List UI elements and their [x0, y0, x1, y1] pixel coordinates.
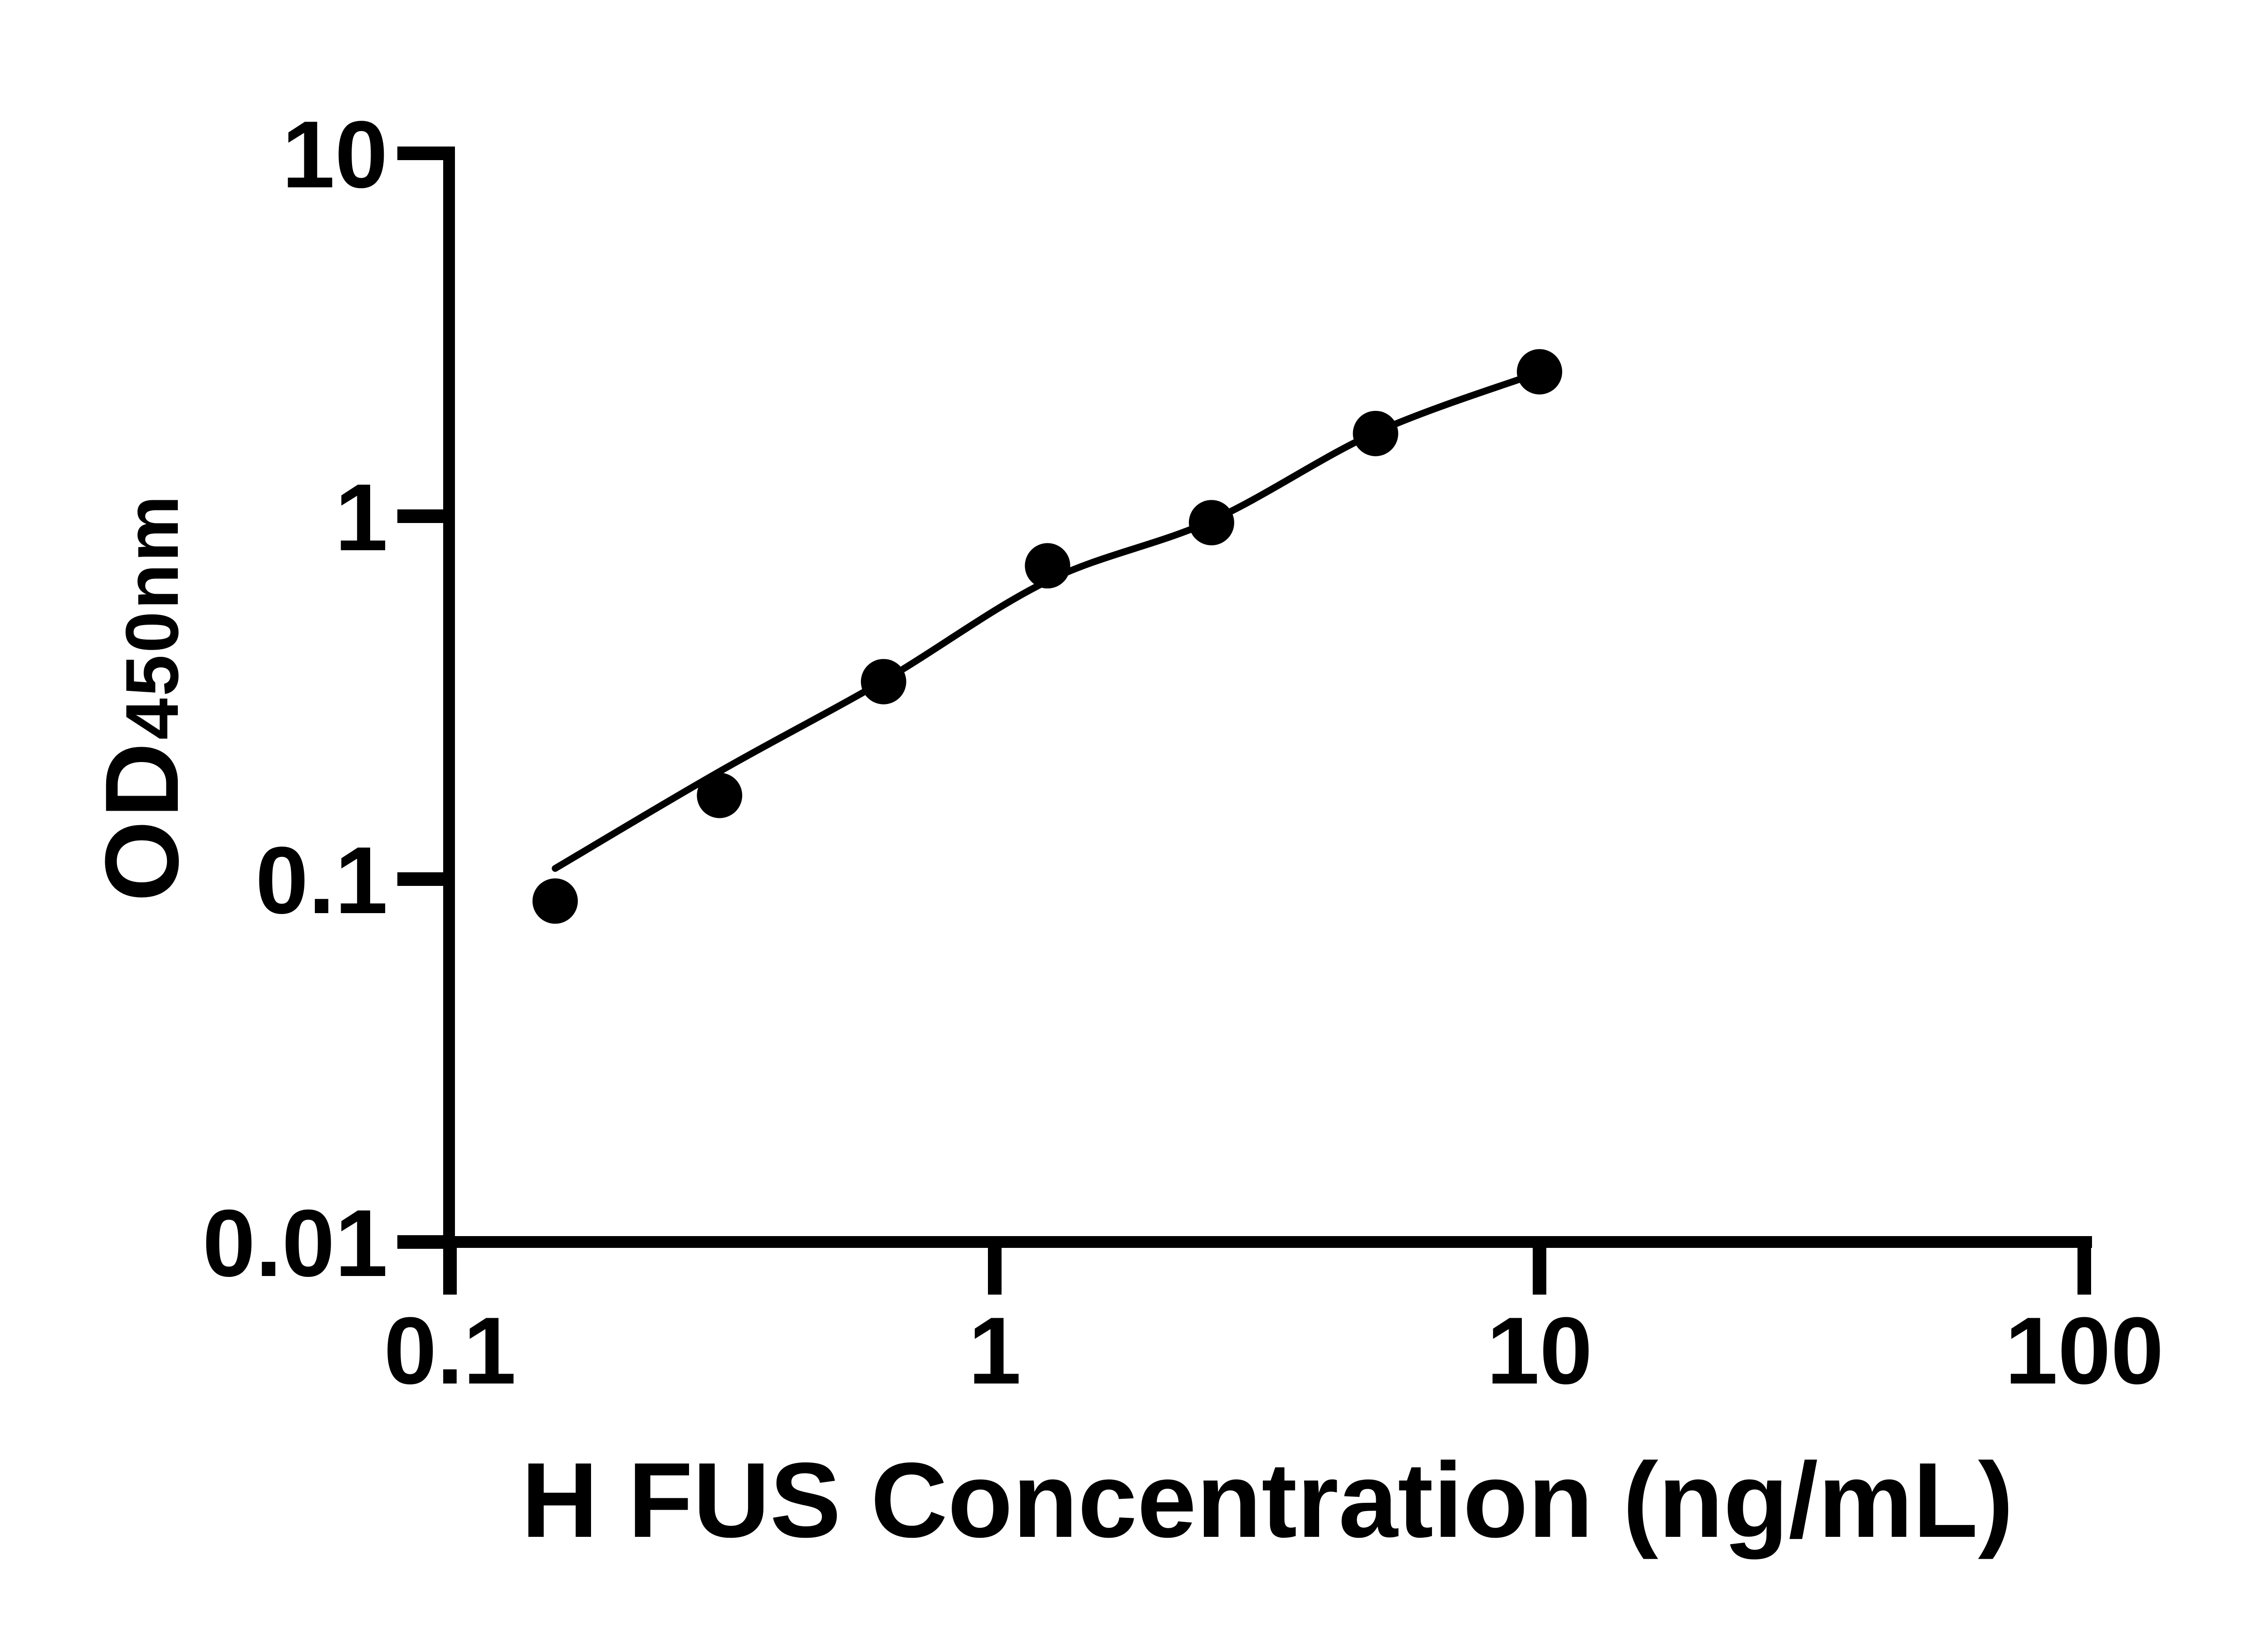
y-tick-label: 10: [282, 101, 388, 208]
x-axis-title: H FUS Concentration (ng/mL): [521, 1440, 2014, 1560]
data-point: [1517, 349, 1562, 395]
data-point: [532, 878, 578, 924]
data-point: [697, 772, 743, 818]
axes: [443, 147, 2092, 1248]
y-axis-title-main: OD: [83, 740, 200, 902]
y-tick-label: 1: [335, 464, 388, 571]
data-point: [1353, 411, 1398, 456]
x-axis-ticks: [443, 1242, 2091, 1295]
y-axis-ticks: [397, 147, 450, 1249]
data-points: [532, 349, 1562, 924]
x-tick-label: 0.1: [384, 1297, 516, 1404]
y-tick-label: 0.01: [202, 1190, 388, 1296]
x-tick-label: 10: [1486, 1297, 1593, 1404]
x-tick-label: 1: [968, 1297, 1022, 1404]
data-point: [1025, 543, 1070, 589]
x-tick-label: 100: [2005, 1297, 2164, 1404]
x-axis-tick-labels: 0.1 1 10 100: [384, 1297, 2164, 1404]
y-axis-title-subscript: 450nm: [110, 494, 194, 740]
y-axis-tick-labels: 0.01 0.1 1 10: [202, 101, 388, 1296]
y-tick-label: 0.1: [255, 827, 388, 934]
y-axis-title: OD450nm: [83, 494, 200, 902]
data-point: [860, 659, 906, 704]
data-point: [1188, 500, 1234, 546]
